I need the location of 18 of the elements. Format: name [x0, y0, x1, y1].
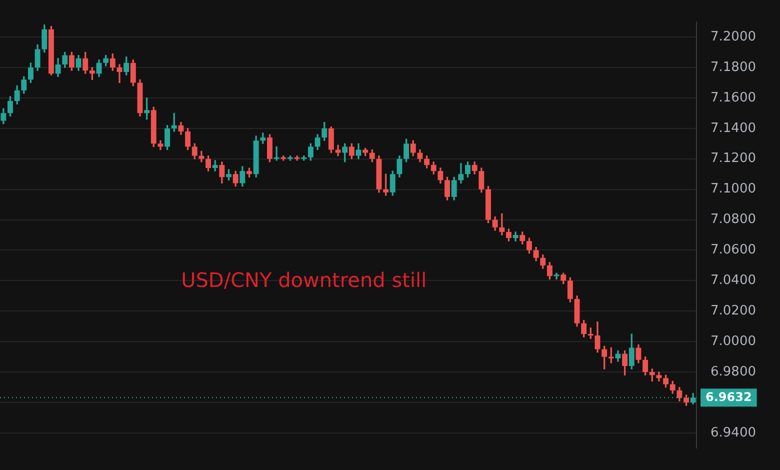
y-tick-label: 7.1600 — [710, 90, 756, 106]
y-tick-label: 7.0000 — [710, 334, 756, 349]
y-tick-label: 7.2000 — [710, 29, 756, 44]
candlestick — [116, 64, 122, 84]
y-tick-label: 7.0400 — [710, 273, 756, 288]
y-tick-label: 7.0600 — [710, 242, 756, 258]
y-tick-label: 7.1800 — [710, 60, 756, 75]
y-tick-label: 7.0200 — [710, 304, 756, 319]
candlestick — [554, 272, 560, 280]
candlestick — [274, 146, 280, 161]
ref-line-label: 6.9632 — [706, 390, 752, 404]
y-tick-label: 7.1200 — [710, 151, 756, 166]
y-tick-label: 7.1000 — [710, 182, 756, 197]
annotation: USD/CNY downtrend still — [181, 268, 427, 292]
y-tick-label: 6.9800 — [710, 364, 756, 380]
y-tick-label: 7.0800 — [710, 212, 756, 228]
y-tick-label: 6.9400 — [710, 425, 756, 440]
y-tick-label: 7.1400 — [710, 120, 756, 136]
